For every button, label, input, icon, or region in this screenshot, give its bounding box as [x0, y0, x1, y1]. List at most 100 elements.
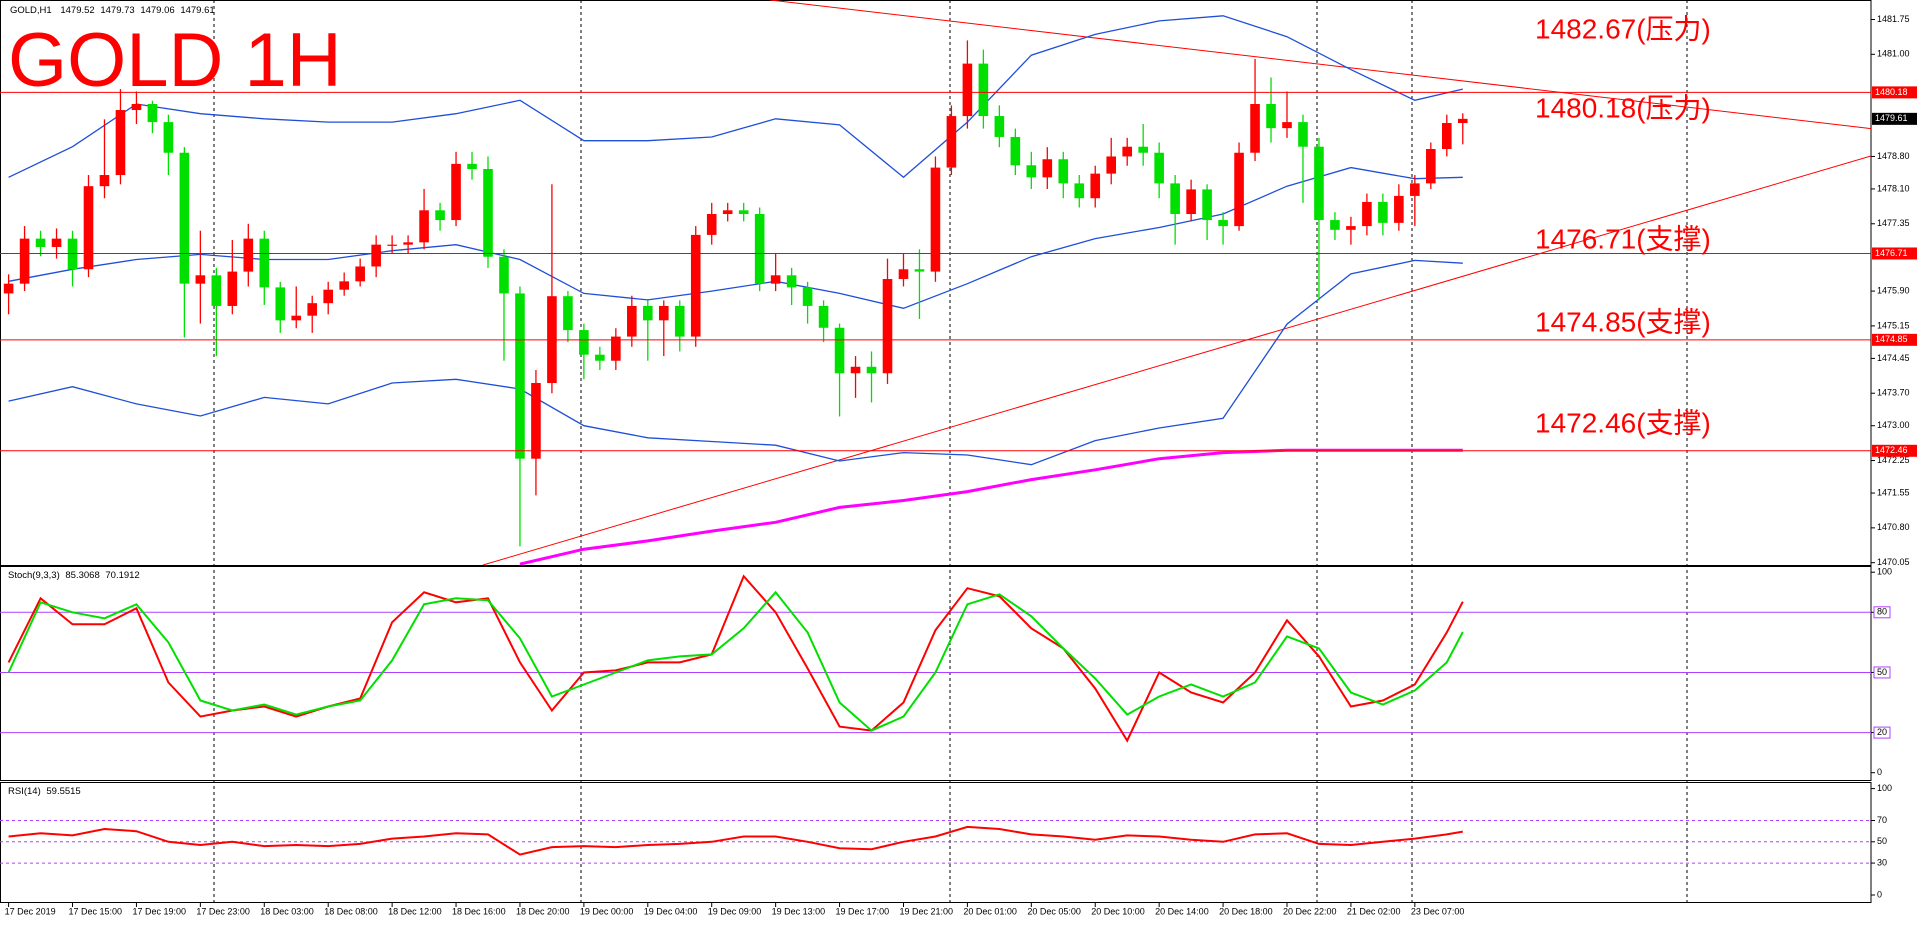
y-tick-label: 1473.70	[1877, 388, 1910, 398]
level-label-box	[1873, 666, 1891, 679]
candle-body	[579, 330, 589, 355]
last-close: 1479.61	[180, 5, 214, 16]
candle-body	[83, 186, 94, 270]
x-tick-label: 18 Dec 16:00	[452, 906, 506, 916]
candle-body	[211, 275, 222, 306]
candle-body	[483, 168, 493, 257]
candle-body	[1234, 152, 1244, 227]
y-tick-label: 0	[1877, 889, 1882, 899]
candle-body	[1154, 152, 1164, 184]
stoch-panel-border	[0, 566, 1872, 781]
level-label: 1474.85	[1875, 334, 1908, 344]
candle-body	[275, 287, 286, 321]
candle-body	[419, 210, 429, 243]
candle-body	[531, 383, 541, 459]
rsi-plot	[0, 820, 1871, 864]
candle-body	[499, 256, 509, 294]
y-tick-label: 1470.05	[1877, 557, 1910, 567]
y-tick-label: 1475.90	[1877, 285, 1910, 295]
y-tick-label: 80	[1877, 607, 1887, 617]
candle-body	[35, 238, 46, 247]
candle-body	[243, 238, 254, 272]
candle-body	[163, 122, 174, 153]
candle-body	[467, 163, 477, 169]
current-price-box	[1872, 112, 1917, 125]
rsi-value: 59.5515	[46, 786, 80, 797]
x-tick-label: 20 Dec 14:00	[1155, 906, 1209, 916]
y-tick-label: 50	[1877, 836, 1887, 846]
candle-body	[1442, 123, 1452, 150]
x-tick-label: 19 Dec 13:00	[772, 906, 826, 916]
candle-body	[674, 305, 685, 337]
x-tick-label: 17 Dec 15:00	[69, 906, 123, 916]
level-label: 1480.18	[1875, 87, 1908, 97]
candle-body	[1058, 159, 1069, 184]
y-tick-label: 1475.15	[1877, 320, 1910, 330]
candle-body	[563, 296, 573, 331]
x-tick-label: 18 Dec 08:00	[324, 906, 378, 916]
candle-body	[1330, 220, 1340, 230]
annotation: 1472.46(支撑)	[1535, 407, 1711, 438]
annotation: 1480.18(压力)	[1535, 92, 1711, 123]
candle-body	[706, 214, 717, 235]
bollinger-upper	[8, 15, 1463, 179]
x-tick-label: 20 Dec 22:00	[1283, 906, 1337, 916]
candle-body	[866, 366, 877, 374]
candle-body	[802, 287, 813, 306]
y-tick-label: 1472.25	[1877, 455, 1910, 465]
indicator-line	[7, 590, 1464, 732]
candle-body	[1090, 173, 1101, 199]
x-tick-label: 20 Dec 01:00	[963, 906, 1017, 916]
x-tick-label: 17 Dec 19:00	[132, 906, 186, 916]
candle-body	[643, 305, 653, 321]
candle-body	[371, 244, 381, 267]
candle-body	[770, 275, 781, 284]
candle-body	[1122, 146, 1132, 157]
y-tick-label: 1471.55	[1877, 487, 1910, 497]
candle-body	[387, 244, 397, 246]
x-tick-label: 21 Dec 02:00	[1347, 906, 1401, 916]
candle-body	[1394, 195, 1404, 223]
candle-body	[1218, 220, 1228, 227]
y-tick-label: 1473.00	[1877, 420, 1910, 430]
candle-body	[1170, 183, 1180, 215]
level-label-box	[1873, 606, 1891, 619]
candle-body	[515, 293, 525, 459]
candle-body	[1250, 103, 1260, 153]
level-label-box	[1872, 247, 1917, 260]
candle-body	[1426, 149, 1436, 184]
candle-body	[1410, 183, 1420, 196]
candle-body	[259, 238, 270, 288]
stoch-header: Stoch(9,3,3) 85.3068 70.1912	[8, 570, 140, 581]
x-tick-label: 19 Dec 00:00	[580, 906, 634, 916]
candle-body	[355, 266, 365, 282]
candle-body	[195, 275, 206, 284]
candle-body	[818, 305, 829, 328]
y-tick-label: 1478.80	[1877, 151, 1910, 161]
bollinger-middle	[8, 166, 1463, 309]
candle-body	[690, 234, 701, 337]
main-header: GOLD,H1 1479.52 1479.73 1479.06 1479.61	[10, 5, 215, 16]
candle-body	[914, 269, 925, 272]
candle-body	[403, 242, 413, 245]
candle-body	[1138, 146, 1148, 153]
symbol: GOLD,H1	[10, 5, 52, 16]
x-tick-label: 19 Dec 09:00	[708, 906, 762, 916]
x-tick-label: 20 Dec 10:00	[1091, 906, 1145, 916]
candle-body	[115, 110, 126, 176]
candle-body	[19, 238, 30, 284]
last-low: 1479.06	[140, 5, 174, 16]
y-tick-label: 70	[1877, 815, 1887, 825]
candle-body	[834, 327, 845, 374]
y-tick-label: 0	[1877, 767, 1882, 777]
y-tick-label: 1478.10	[1877, 183, 1910, 193]
y-tick-label: 50	[1877, 667, 1887, 677]
level-label-box	[1872, 86, 1917, 99]
candle-body	[978, 63, 989, 117]
candle-body	[1042, 159, 1053, 178]
y-tick-label: 1477.35	[1877, 218, 1910, 228]
x-tick-label: 17 Dec 2019	[5, 906, 56, 916]
candle-body	[51, 238, 62, 247]
